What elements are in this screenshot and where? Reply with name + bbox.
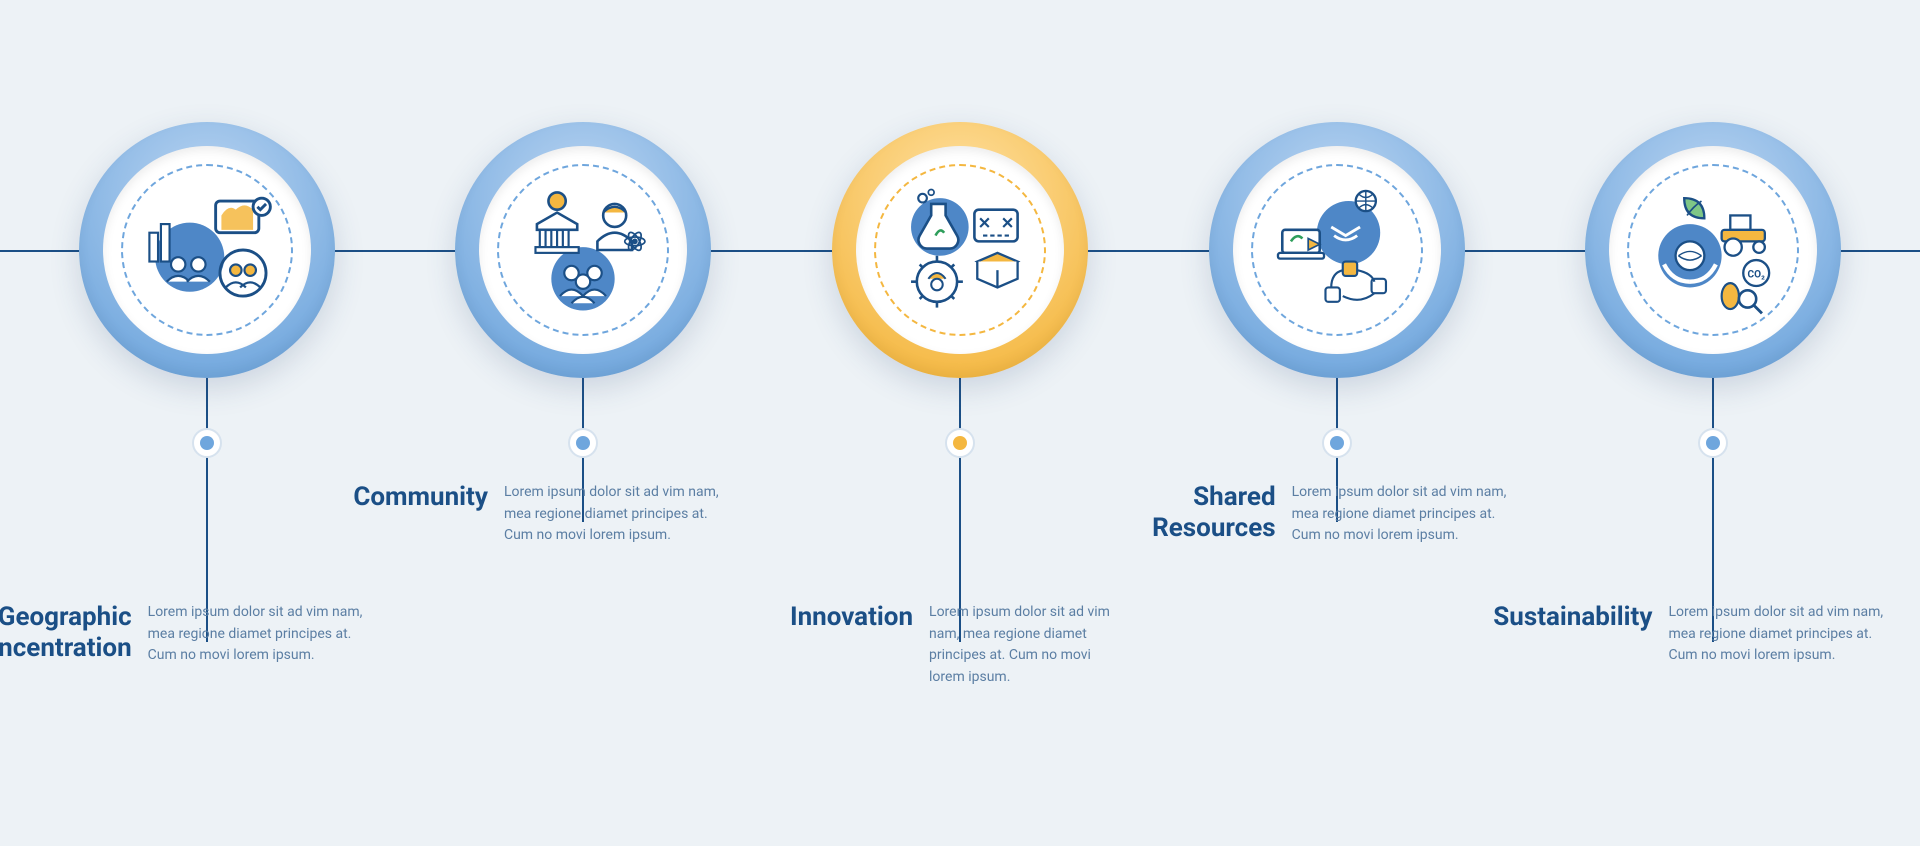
ring-circle: CO₂ — [1585, 122, 1841, 378]
item-innovation: Innovation Lorem ipsum dolor sit ad vim … — [790, 122, 1130, 642]
ring-circle — [832, 122, 1088, 378]
item-description: Lorem ipsum dolor sit ad vim nam, mea re… — [1292, 482, 1507, 547]
dashed-circle — [874, 164, 1046, 336]
item-description: Lorem ipsum dolor sit ad vim nam, mea re… — [929, 602, 1130, 689]
item-description: Lorem ipsum dolor sit ad vim nam, mea re… — [504, 482, 719, 547]
item-sustainability: CO₂ Sustainability Lorem ipsum dolor sit… — [1543, 122, 1883, 642]
ring-circle — [455, 122, 711, 378]
innovation-icon — [888, 178, 1032, 322]
item-description: Lorem ipsum dolor sit ad vim nam, mea re… — [148, 602, 363, 667]
svg-text:CO₂: CO₂ — [1748, 269, 1766, 280]
text-block: Community Lorem ipsum dolor sit ad vim n… — [353, 482, 719, 547]
item-title: Sustainability — [1493, 602, 1652, 633]
item-title: Geographic Concentration — [0, 602, 132, 664]
text-block: Sustainability Lorem ipsum dolor sit ad … — [1493, 602, 1883, 667]
infographic-items-row: Geographic Concentration Lorem ipsum dol… — [0, 122, 1920, 642]
dashed-circle — [497, 164, 669, 336]
community-icon — [511, 178, 655, 322]
inner-white-circle — [479, 146, 687, 354]
text-block: Geographic Concentration Lorem ipsum dol… — [0, 602, 363, 667]
item-title: Innovation — [790, 602, 913, 633]
item-shared-resources: Shared Resources Lorem ipsum dolor sit a… — [1167, 122, 1507, 522]
item-title: Community — [353, 482, 488, 513]
dashed-circle — [121, 164, 293, 336]
shared-resources-icon — [1265, 178, 1409, 322]
connector-dot — [1698, 428, 1728, 458]
dashed-circle: CO₂ — [1627, 164, 1799, 336]
item-community: Community Lorem ipsum dolor sit ad vim n… — [413, 122, 753, 522]
dashed-circle — [1251, 164, 1423, 336]
inner-white-circle — [856, 146, 1064, 354]
connector-dot — [945, 428, 975, 458]
connector-dot — [568, 428, 598, 458]
text-block: Innovation Lorem ipsum dolor sit ad vim … — [790, 602, 1130, 689]
geographic-concentration-icon — [135, 178, 279, 322]
connector-dot — [1322, 428, 1352, 458]
ring-circle — [79, 122, 335, 378]
item-description: Lorem ipsum dolor sit ad vim nam, mea re… — [1668, 602, 1883, 667]
item-title: Shared Resources — [1107, 482, 1276, 544]
inner-white-circle: CO₂ — [1609, 146, 1817, 354]
connector-dot — [192, 428, 222, 458]
inner-white-circle — [103, 146, 311, 354]
ring-circle — [1209, 122, 1465, 378]
sustainability-icon: CO₂ — [1641, 178, 1785, 322]
item-geographic-concentration: Geographic Concentration Lorem ipsum dol… — [37, 122, 377, 642]
inner-white-circle — [1233, 146, 1441, 354]
text-block: Shared Resources Lorem ipsum dolor sit a… — [1107, 482, 1507, 547]
